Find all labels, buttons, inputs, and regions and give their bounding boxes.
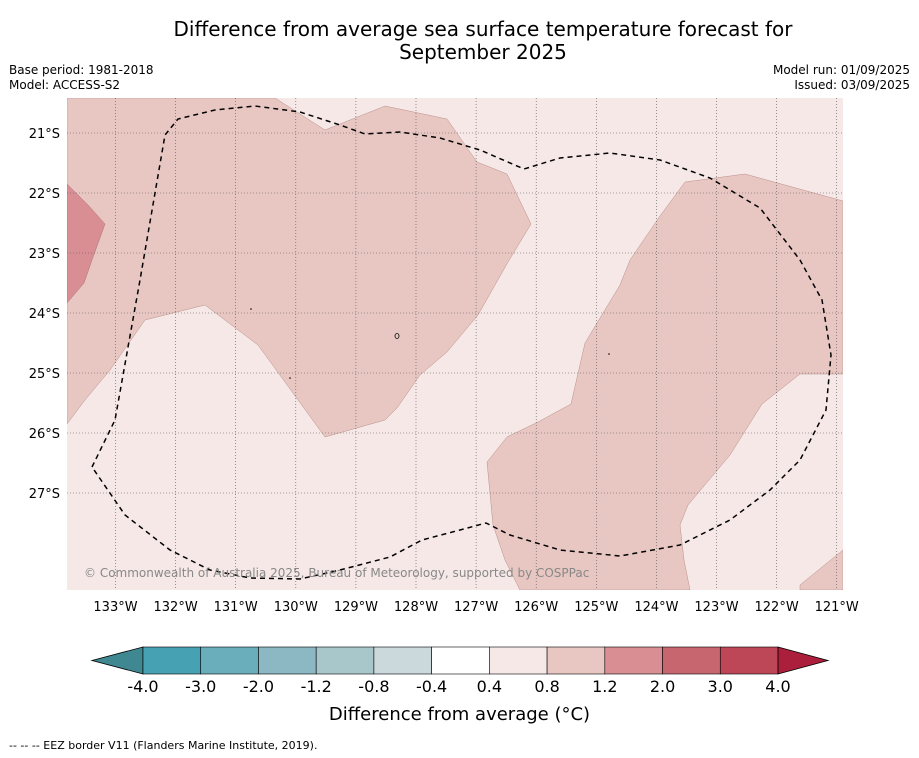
title-line-2: September 2025 xyxy=(399,40,567,64)
colorbar-segment xyxy=(373,646,432,675)
meta-right: Model run: 01/09/2025 Issued: 03/09/2025 xyxy=(773,63,910,93)
longitude-label: 121°W xyxy=(815,600,859,615)
longitude-label: 131°W xyxy=(214,600,258,615)
title-line-1: Difference from average sea surface temp… xyxy=(173,17,793,41)
latitude-label: 21°S xyxy=(29,127,60,142)
colorbar-tick-label: -4.0 xyxy=(127,677,158,696)
colorbar-extend-low xyxy=(90,646,144,675)
colorbar-tick-label: -1.2 xyxy=(301,677,332,696)
colorbar-tick-label: 2.0 xyxy=(650,677,675,696)
sst-band-0.8-1.2-east xyxy=(486,173,843,590)
eez-border xyxy=(91,105,832,580)
colorbar-segment xyxy=(258,646,317,675)
latitude-label: 27°S xyxy=(29,487,60,502)
colorbar-tick-label: 4.0 xyxy=(765,677,790,696)
contour-spot xyxy=(394,333,400,339)
colorbar-tick-label: -2.0 xyxy=(243,677,274,696)
latitude-label: 23°S xyxy=(29,247,60,262)
longitude-label: 127°W xyxy=(454,600,498,615)
issued-date: Issued: 03/09/2025 xyxy=(794,78,910,92)
chart-title: Difference from average sea surface temp… xyxy=(0,18,919,64)
sst-band-0.8-1.2-southeast xyxy=(799,549,843,590)
colorbar-segment xyxy=(315,646,375,675)
latitude-label: 24°S xyxy=(29,307,60,322)
colorbar-tick-label: -0.4 xyxy=(416,677,447,696)
model-name: Model: ACCESS-S2 xyxy=(9,78,121,92)
colorbar-tick-label: -0.8 xyxy=(358,677,389,696)
contour-dot xyxy=(608,353,610,355)
base-period: Base period: 1981-2018 xyxy=(9,63,154,77)
longitude-labels: 133°W 132°W 131°W 130°W 129°W 128°W 127°W 126°W… xyxy=(93,600,859,615)
meta-left: Base period: 1981-2018 Model: ACCESS-S2 xyxy=(9,63,154,93)
sst-band-0.8-1.2-north xyxy=(67,98,532,438)
longitude-label: 133°W xyxy=(93,600,137,615)
colorbar-segment xyxy=(142,646,202,675)
longitude-label: 128°W xyxy=(394,600,438,615)
latitude-label: 26°S xyxy=(29,427,60,442)
copyright-text: © Commonwealth of Australia 2025, Bureau… xyxy=(84,566,589,580)
longitude-label: 126°W xyxy=(514,600,558,615)
colorbar-label: Difference from average (°C) xyxy=(328,704,591,725)
colorbar-extend-high xyxy=(777,646,830,675)
colorbar-tick-label: 1.2 xyxy=(592,677,617,696)
colorbar-tick-label: 3.0 xyxy=(708,677,733,696)
colorbar-tick-label: 0.8 xyxy=(534,677,559,696)
longitude-label: 132°W xyxy=(154,600,198,615)
colorbar-segment xyxy=(200,646,259,675)
colorbar-segment xyxy=(662,646,721,675)
latitude-label: 25°S xyxy=(29,367,60,382)
contour-dot xyxy=(250,308,252,310)
latitude-labels: 21°S 22°S 23°S 24°S 25°S 26°S 27°S xyxy=(29,127,60,502)
longitude-label: 130°W xyxy=(274,600,318,615)
model-run: Model run: 01/09/2025 xyxy=(772,63,910,77)
contour-dot xyxy=(289,377,291,379)
longitude-label: 125°W xyxy=(574,600,618,615)
longitude-label: 129°W xyxy=(334,600,378,615)
colorbar-tick-label: -3.0 xyxy=(185,677,216,696)
colorbar-segment xyxy=(431,646,490,675)
footnote: -- -- -- EEZ border V11 (Flanders Marine… xyxy=(9,739,318,752)
longitude-label: 123°W xyxy=(694,600,738,615)
gridlines xyxy=(67,98,843,590)
longitude-label: 122°W xyxy=(755,600,799,615)
colorbar: -4.0 -3.0 -2.0 -1.2 -0.8 -0.4 0.4 0.8 1.2 2.0 3.0 4… xyxy=(90,646,830,696)
sst-band-1.2-2.0-west xyxy=(67,183,106,304)
colorbar-tick-label: 0.4 xyxy=(477,677,502,696)
map-area xyxy=(67,98,843,590)
latitude-label: 22°S xyxy=(29,187,60,202)
colorbar-segment xyxy=(719,646,779,675)
colorbar-segment xyxy=(604,646,663,675)
longitude-label: 124°W xyxy=(634,600,678,615)
colorbar-segment xyxy=(489,646,548,675)
colorbar-segment xyxy=(546,646,606,675)
